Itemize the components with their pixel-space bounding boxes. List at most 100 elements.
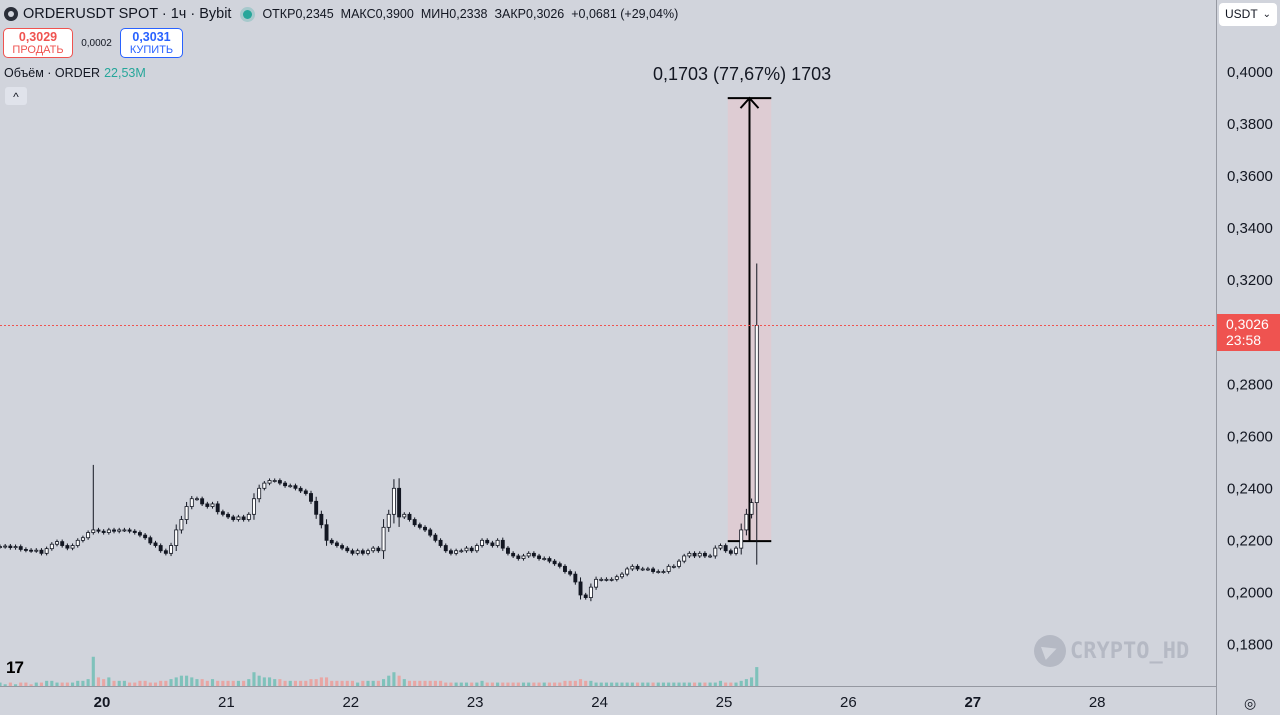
price-axis: 0,1800 0,2000 0,2200 0,2400 0,2600 0,2800 0,30… <box>1227 64 1273 653</box>
candle-body <box>474 545 479 552</box>
candle-body <box>319 513 324 526</box>
volume-bar <box>703 682 707 686</box>
volume-bar <box>501 682 505 686</box>
volume-bar <box>324 677 329 686</box>
chevron-up-icon: ^ <box>13 90 19 104</box>
volume-bar <box>713 682 717 686</box>
candle-body <box>438 539 443 546</box>
candle-body <box>573 573 578 583</box>
candle-body <box>537 555 542 559</box>
volume-bar <box>641 682 645 686</box>
volume-legend[interactable]: Объём · ORDER 22,53M <box>4 66 146 80</box>
volume-bar <box>423 680 427 686</box>
candle-body <box>23 549 28 551</box>
low-label: МИН <box>420 7 450 21</box>
candle-body <box>314 500 319 515</box>
candle-body <box>112 529 116 532</box>
sell-button[interactable]: 0,3029 ПРОДАТЬ <box>3 28 73 58</box>
candle-body <box>583 594 588 598</box>
candle-body <box>656 571 661 573</box>
candle-body <box>614 576 619 580</box>
volume-bar <box>350 680 355 686</box>
volume-bar <box>610 682 614 686</box>
buy-button[interactable]: 0,3031 КУПИТЬ <box>120 28 183 58</box>
volume-bar <box>335 680 339 686</box>
candle-body <box>671 565 676 568</box>
candle-body <box>428 529 433 536</box>
candle-body <box>599 578 604 581</box>
candle-body <box>423 526 427 531</box>
candle-body <box>101 530 106 533</box>
volume-bar <box>661 682 666 686</box>
volume-bar <box>553 682 557 686</box>
volume-bar <box>330 680 334 686</box>
currency-select[interactable]: USDT ⌄ <box>1219 3 1277 26</box>
volume-bar <box>578 679 583 686</box>
candle-body <box>200 498 205 505</box>
high-label: МАКС <box>340 7 376 21</box>
candle-body <box>407 513 412 520</box>
candle-body <box>588 586 593 598</box>
volume-bar <box>547 682 551 686</box>
candle-body <box>692 552 697 557</box>
time-axis: 20 21 22 23 24 25 26 27 28 <box>94 694 1106 711</box>
volume-bar <box>392 672 396 686</box>
volume-bar <box>3 684 7 686</box>
volume-bar <box>128 682 132 686</box>
volume-bar <box>584 680 588 686</box>
candle-body <box>329 539 334 544</box>
collapse-legend-button[interactable]: ^ <box>5 87 27 105</box>
candle-body <box>500 539 505 549</box>
candle-body <box>506 547 510 554</box>
tradingview-logo[interactable]: 17 <box>6 658 24 677</box>
candle-body <box>34 549 39 552</box>
volume-bar <box>195 679 199 686</box>
volume-legend-value: 22,53M <box>104 66 146 80</box>
volume-bar <box>39 682 44 686</box>
volume-bar <box>96 677 101 686</box>
volume-bar <box>371 680 375 686</box>
candle-body <box>749 502 754 515</box>
range-arrow-head <box>739 96 760 109</box>
candle-body <box>236 516 241 520</box>
candle-body <box>122 529 127 532</box>
candle-body <box>402 513 407 518</box>
candle-body <box>557 563 562 567</box>
volume-bar <box>739 680 743 686</box>
candle-body <box>718 545 723 549</box>
candle-body <box>542 558 547 560</box>
candle-body <box>464 547 469 552</box>
candle-body <box>443 545 448 552</box>
volume-bar <box>480 680 484 686</box>
candle-body <box>469 547 474 552</box>
time-tick-label: 22 <box>342 694 359 711</box>
volume-bar <box>615 682 619 686</box>
volume-bar <box>159 680 163 686</box>
candle-body <box>29 549 34 552</box>
volume-bar <box>81 680 85 686</box>
symbol-title[interactable]: ORDERUSDT SPOT · 1ч · Bybit <box>23 6 232 22</box>
volume-bar <box>599 682 603 686</box>
candle-body <box>241 516 246 520</box>
volume-bar <box>19 682 23 686</box>
candle-body <box>604 578 609 581</box>
candle-body <box>480 539 484 546</box>
price-tick-label: 0,2800 <box>1227 376 1273 393</box>
candle-body <box>651 568 656 572</box>
volume-bar <box>744 679 748 686</box>
volume-bar <box>490 682 494 686</box>
candle-body <box>754 325 759 504</box>
candle-body <box>521 555 526 559</box>
volume-bar <box>573 680 577 686</box>
candle-body <box>594 578 599 588</box>
volume-bar <box>407 680 412 686</box>
volume-bar <box>283 680 287 686</box>
candle-body <box>75 539 80 546</box>
time-tick-label: 23 <box>467 694 484 711</box>
settings-icon[interactable]: ◎ <box>1244 695 1257 711</box>
volume-bar <box>345 680 349 686</box>
candle-body <box>0 546 2 548</box>
high-value: 0,3900 <box>375 7 414 21</box>
candle-body <box>293 485 298 489</box>
